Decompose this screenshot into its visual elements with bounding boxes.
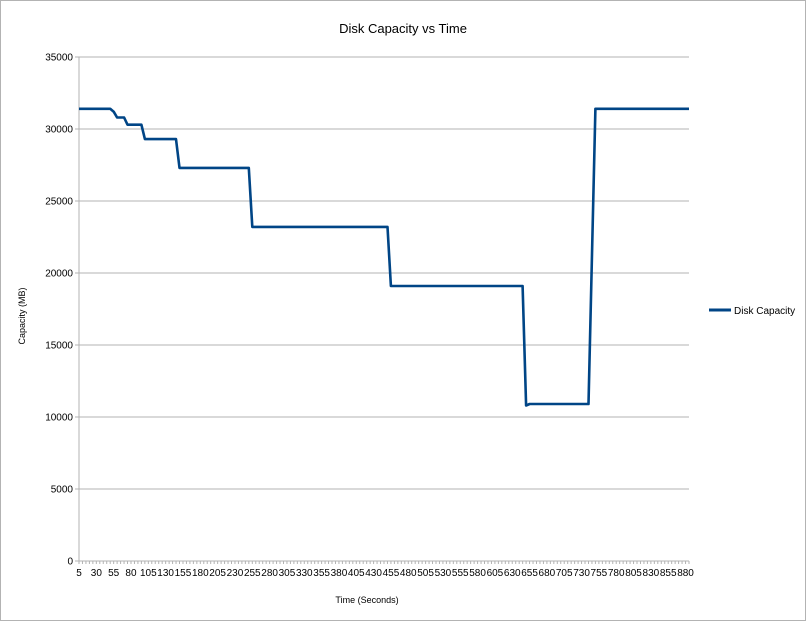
chart-title: Disk Capacity vs Time	[339, 21, 467, 36]
x-tick-label: 880	[677, 568, 694, 579]
y-tick-label: 5000	[51, 485, 74, 496]
x-tick-label: 830	[643, 568, 660, 579]
y-tick-label: 0	[67, 557, 73, 568]
x-tick-label: 355	[313, 568, 330, 579]
x-tick-label: 855	[660, 568, 677, 579]
x-tick-label: 155	[175, 568, 192, 579]
x-tick-label: 55	[108, 568, 120, 579]
y-tick-label: 10000	[45, 413, 73, 424]
series-line-disk-capacity	[79, 107, 689, 407]
y-axis-label: Capacity (MB)	[17, 287, 27, 344]
axes	[75, 56, 690, 564]
x-tick-labels: 5 30 55 80 105 130 155 180 205 230 255 280 305 330 355…	[76, 568, 694, 579]
x-tick-label: 330	[296, 568, 313, 579]
x-tick-label: 805	[625, 568, 642, 579]
x-tick-label: 755	[591, 568, 608, 579]
x-axis-label: Time (Seconds)	[335, 595, 398, 605]
y-tick-label: 30000	[45, 125, 73, 136]
y-tick-label: 15000	[45, 341, 73, 352]
x-tick-label: 30	[91, 568, 103, 579]
x-tick-label: 405	[348, 568, 365, 579]
x-tick-label: 605	[487, 568, 504, 579]
x-tick-label: 205	[209, 568, 226, 579]
grid-lines	[79, 56, 689, 562]
series-layer	[79, 107, 689, 407]
x-tick-label: 430	[365, 568, 382, 579]
x-tick-label: 480	[400, 568, 417, 579]
x-tick-label: 5	[76, 568, 82, 579]
x-tick-label: 280	[261, 568, 278, 579]
x-tick-label: 555	[452, 568, 469, 579]
x-tick-label: 505	[417, 568, 434, 579]
x-tick-label: 80	[125, 568, 137, 579]
x-tick-label: 530	[435, 568, 452, 579]
x-tick-label: 455	[383, 568, 400, 579]
x-tick-label: 680	[539, 568, 556, 579]
legend: Disk Capacity	[709, 306, 795, 317]
y-tick-label: 35000	[45, 53, 73, 64]
x-tick-label: 730	[573, 568, 590, 579]
x-tick-label: 655	[521, 568, 538, 579]
legend-label: Disk Capacity	[734, 306, 795, 317]
x-tick-label: 105	[140, 568, 157, 579]
y-tick-label: 25000	[45, 197, 73, 208]
x-tick-label: 255	[244, 568, 261, 579]
y-tick-labels: 0 5000 10000 15000 20000 25000 30000 35000	[45, 53, 73, 568]
x-tick-label: 705	[556, 568, 573, 579]
x-tick-label: 180	[192, 568, 209, 579]
x-tick-label: 580	[469, 568, 486, 579]
x-tick-label: 630	[504, 568, 521, 579]
x-tick-label: 130	[157, 568, 174, 579]
x-tick-label: 780	[608, 568, 625, 579]
x-tick-label: 380	[331, 568, 348, 579]
x-tick-label: 305	[279, 568, 296, 579]
y-tick-label: 20000	[45, 269, 73, 280]
x-tick-label: 230	[227, 568, 244, 579]
